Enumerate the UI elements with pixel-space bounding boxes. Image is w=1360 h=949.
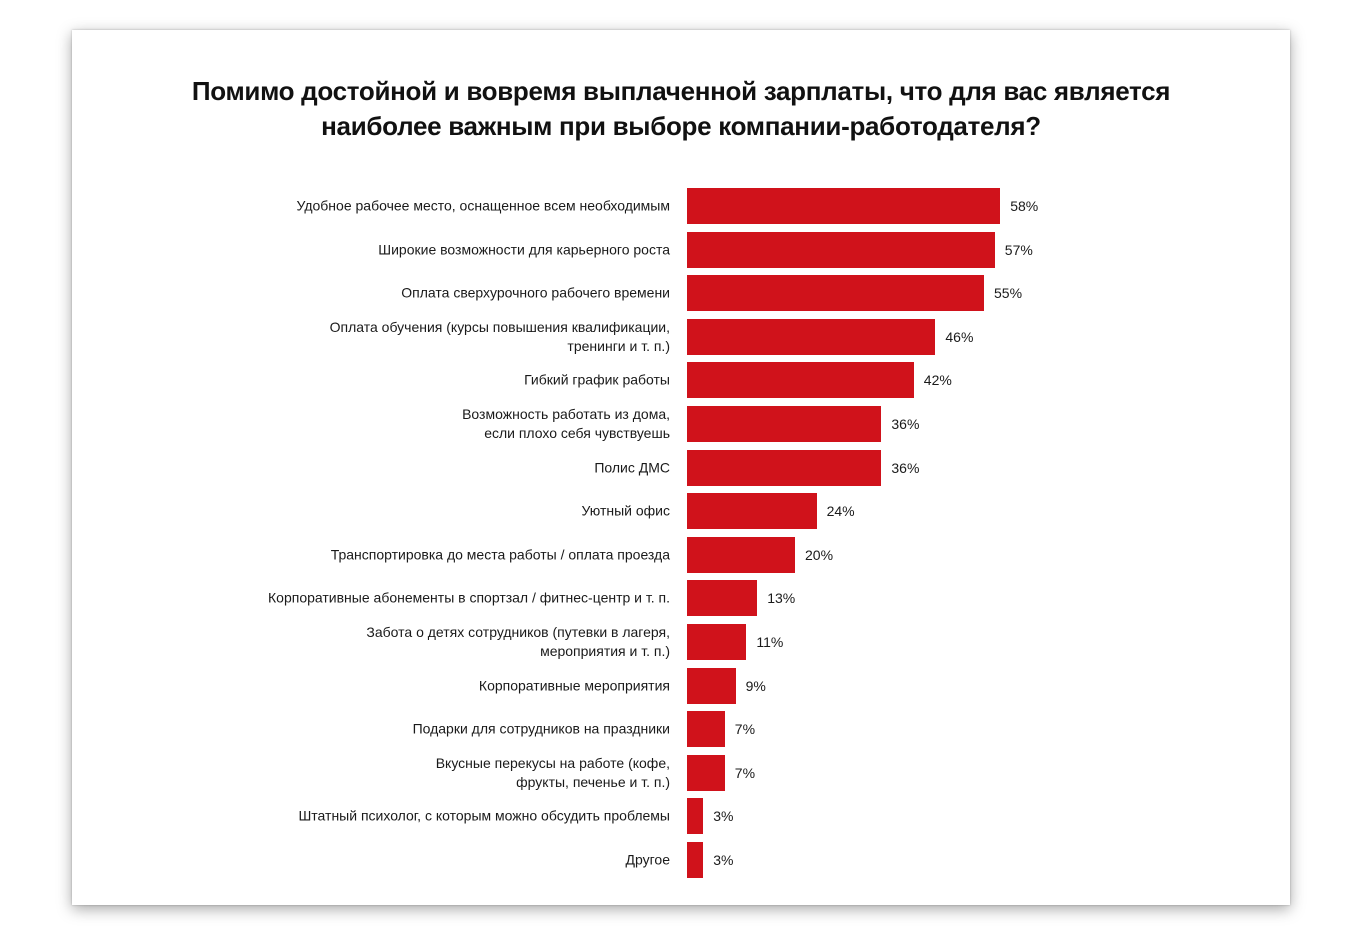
value-label: 3% bbox=[713, 852, 734, 868]
value-label: 9% bbox=[745, 677, 766, 694]
value-label: 7% bbox=[734, 764, 756, 781]
category-label: Транспортировка до места работы / оплата… bbox=[330, 546, 670, 563]
bar-row: Корпоративные мероприятия 9% bbox=[72, 667, 1290, 704]
bar-row: Широкие возможности для карьерного роста… bbox=[72, 231, 1290, 268]
bar bbox=[687, 188, 1001, 224]
category-label: Корпоративные мероприятия bbox=[478, 677, 670, 694]
bar-row: Возможность работать из дома, если плохо… bbox=[72, 406, 1290, 442]
value-label: 7% bbox=[734, 721, 756, 738]
bar-row: Оплата обучения (курсы повышения квалифи… bbox=[72, 318, 1290, 355]
value-label: 3% bbox=[713, 808, 734, 825]
bar bbox=[687, 275, 984, 312]
value-label: 11% bbox=[756, 634, 784, 650]
bar-row: Штатный психолог, с которым можно обсуди… bbox=[72, 798, 1290, 835]
bar bbox=[687, 318, 936, 355]
bar-row: Гибкий график работы 42% bbox=[72, 362, 1290, 399]
chart-title: Помимо достойной и вовремя выплаченной з… bbox=[191, 76, 1171, 141]
bar-row: Вкусные перекусы на работе (кофе, фрукты… bbox=[72, 754, 1290, 791]
bar bbox=[687, 406, 882, 442]
value-label: 24% bbox=[826, 503, 855, 520]
bar-row: Корпоративные абонементы в спортзал / фи… bbox=[72, 580, 1290, 617]
chart-card: Помимо достойной и вовремя выплаченной з… bbox=[72, 30, 1290, 905]
bar bbox=[687, 580, 758, 617]
bar bbox=[687, 842, 704, 878]
category-label: Широкие возможности для карьерного роста bbox=[378, 241, 670, 258]
bar bbox=[687, 624, 747, 660]
bar-row: Уютный офис 24% bbox=[72, 493, 1290, 530]
category-label: Штатный психолог, с которым можно обсуди… bbox=[298, 807, 670, 824]
category-label: Вкусные перекусы на работе (кофе, фрукты… bbox=[435, 754, 670, 790]
bar-row: Забота о детях сотрудников (путевки в ла… bbox=[72, 624, 1290, 660]
bar-row: Транспортировка до места работы / оплата… bbox=[72, 536, 1290, 573]
bar bbox=[687, 711, 725, 748]
category-label: Подарки для сотрудников на праздники bbox=[412, 720, 670, 737]
bar bbox=[687, 536, 795, 573]
value-label: 20% bbox=[805, 546, 834, 563]
category-label: Уютный офис bbox=[581, 502, 671, 519]
value-label: 42% bbox=[923, 372, 952, 389]
bar bbox=[687, 493, 817, 530]
category-label: Возможность работать из дома, если плохо… bbox=[462, 406, 670, 441]
bar bbox=[687, 667, 736, 704]
category-label: Гибкий график работы bbox=[524, 371, 670, 388]
value-label: 58% bbox=[1010, 198, 1039, 214]
value-label: 36% bbox=[891, 416, 920, 432]
value-label: 36% bbox=[891, 459, 920, 476]
bar bbox=[687, 798, 704, 835]
bar bbox=[687, 231, 995, 268]
bar bbox=[687, 362, 914, 399]
bar bbox=[687, 754, 725, 791]
bar-row: Подарки для сотрудников на праздники 7% bbox=[72, 711, 1290, 748]
bar-row: Другое 3% bbox=[72, 842, 1290, 878]
bar-row: Удобное рабочее место, оснащенное всем н… bbox=[72, 188, 1290, 224]
value-label: 13% bbox=[767, 590, 796, 607]
value-label: 46% bbox=[945, 328, 974, 345]
category-label: Забота о детях сотрудников (путевки в ла… bbox=[366, 624, 670, 659]
category-label: Полис ДМС bbox=[594, 459, 670, 476]
bar-row: Оплата сверхурочного рабочего времени 55% bbox=[72, 275, 1290, 312]
value-label: 57% bbox=[1004, 241, 1033, 258]
bar-row: Полис ДМС 36% bbox=[72, 449, 1290, 486]
category-label: Удобное рабочее место, оснащенное всем н… bbox=[296, 197, 670, 214]
category-label: Оплата обучения (курсы повышения квалифи… bbox=[329, 318, 670, 354]
category-label: Другое bbox=[625, 851, 670, 868]
category-label: Оплата сверхурочного рабочего времени bbox=[401, 284, 670, 301]
category-label: Корпоративные абонементы в спортзал / фи… bbox=[268, 589, 670, 606]
bar bbox=[687, 449, 882, 486]
value-label: 55% bbox=[994, 285, 1023, 302]
